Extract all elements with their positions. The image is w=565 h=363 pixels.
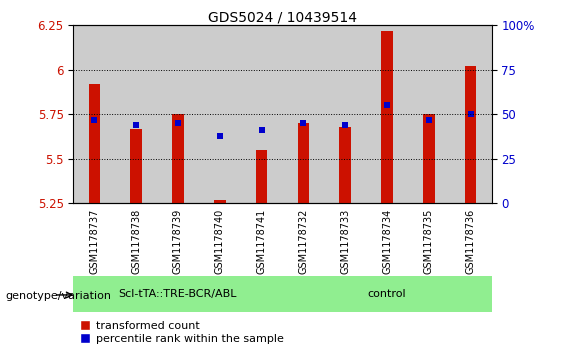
Bar — [131, 129, 142, 203]
Bar — [199, 25, 241, 203]
Title: GDS5024 / 10439514: GDS5024 / 10439514 — [208, 10, 357, 24]
Text: GSM1178739: GSM1178739 — [173, 209, 183, 274]
Bar — [450, 25, 492, 203]
Bar — [73, 25, 115, 203]
Bar — [465, 66, 476, 203]
Bar — [298, 123, 309, 203]
Text: GSM1178738: GSM1178738 — [131, 209, 141, 274]
Legend: transformed count, percentile rank within the sample: transformed count, percentile rank withi… — [79, 321, 284, 344]
Text: Scl-tTA::TRE-BCR/ABL: Scl-tTA::TRE-BCR/ABL — [119, 289, 237, 299]
Text: genotype/variation: genotype/variation — [6, 291, 112, 301]
Bar — [157, 25, 199, 203]
Bar — [408, 25, 450, 203]
Bar — [241, 25, 282, 203]
Bar — [73, 276, 282, 312]
Text: GSM1178736: GSM1178736 — [466, 209, 476, 274]
Bar — [115, 25, 157, 203]
Text: control: control — [368, 289, 406, 299]
Bar — [340, 127, 351, 203]
Bar — [366, 25, 408, 203]
Bar — [89, 84, 100, 203]
Text: GSM1178734: GSM1178734 — [382, 209, 392, 274]
Bar — [282, 25, 324, 203]
Bar — [282, 276, 492, 312]
Bar — [423, 114, 434, 203]
Bar — [214, 200, 225, 203]
Text: GSM1178733: GSM1178733 — [340, 209, 350, 274]
Text: GSM1178737: GSM1178737 — [89, 209, 99, 274]
Text: GSM1178741: GSM1178741 — [257, 209, 267, 274]
Bar — [381, 31, 393, 203]
Bar — [172, 114, 184, 203]
Text: GSM1178735: GSM1178735 — [424, 209, 434, 274]
Bar — [324, 25, 366, 203]
Text: GSM1178732: GSM1178732 — [298, 209, 308, 274]
Bar — [256, 150, 267, 203]
Text: GSM1178740: GSM1178740 — [215, 209, 225, 274]
